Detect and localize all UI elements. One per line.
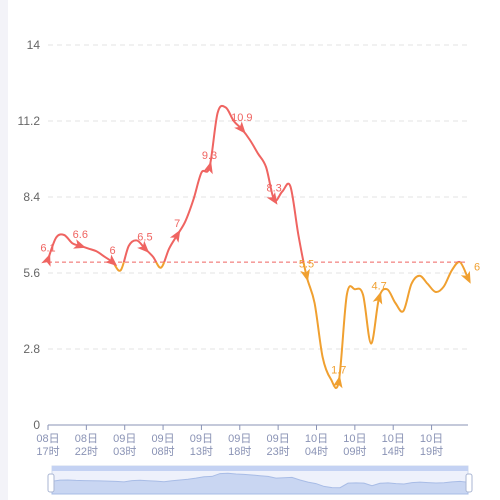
x-tick-label: 18时	[228, 445, 251, 458]
data-point-arrow	[266, 191, 278, 205]
x-tick-label: 10日	[305, 433, 328, 445]
x-tick-label: 09日	[228, 433, 251, 445]
x-tick-label: 14时	[382, 445, 405, 458]
zoom-selected-bar[interactable]	[52, 466, 468, 471]
zoom-slider[interactable]	[47, 465, 473, 495]
x-tick-label: 09日	[151, 433, 174, 445]
x-tick-label: 09日	[267, 433, 290, 445]
x-tick-label: 23时	[267, 445, 290, 458]
data-point-arrow	[372, 291, 383, 305]
data-label: 6	[474, 261, 480, 273]
data-point-arrow	[41, 253, 51, 267]
data-point-arrow	[460, 270, 471, 284]
data-label: 6.1	[40, 242, 55, 254]
grid-lines	[48, 44, 468, 350]
series-line-below	[111, 262, 469, 389]
data-label: 4.7	[372, 280, 387, 292]
x-tick-label: 19时	[420, 445, 443, 458]
series-line	[47, 104, 469, 389]
data-label: 6.6	[73, 229, 88, 241]
x-tick-label: 13时	[190, 445, 213, 458]
x-axis: 08日17时08日22时09日03时09日08时09日13时09日18时09日2…	[36, 424, 468, 458]
data-label: 9.3	[202, 150, 217, 162]
data-point-arrow	[104, 254, 118, 267]
data-label: 5.5	[299, 259, 314, 271]
data-labels: 6.1 6.6 6 6.5 7 9.3 10.9 8.3 5.5 1.7 4.7 6	[40, 112, 480, 389]
data-point-arrow	[234, 121, 246, 134]
series-line-above	[47, 104, 462, 263]
x-tick-label: 09日	[190, 433, 213, 445]
data-point-arrow	[203, 161, 213, 175]
x-tick-label: 04时	[305, 445, 328, 458]
data-label: 1.7	[331, 365, 346, 377]
y-tick-label: 11.2	[18, 114, 41, 128]
data-point-arrow	[73, 239, 86, 249]
zoom-handle-left[interactable]	[47, 473, 55, 493]
data-point-arrow	[169, 229, 181, 243]
x-tick-label: 10日	[382, 433, 405, 445]
x-tick-label: 10日	[343, 433, 366, 445]
data-point-arrow	[332, 375, 343, 389]
x-tick-label: 03时	[113, 445, 136, 458]
y-tick-label: 14	[27, 38, 41, 52]
zoom-handle-right[interactable]	[465, 473, 473, 493]
x-tick-label: 09时	[343, 445, 366, 458]
x-tick-label: 09日	[113, 433, 136, 445]
y-tick-label: 8.4	[23, 190, 40, 204]
data-point-arrow	[137, 240, 150, 253]
x-tick-label: 08时	[151, 445, 174, 458]
zoom-mini-area	[51, 472, 469, 495]
x-tick-label: 22时	[75, 445, 98, 458]
x-tick-label: 10日	[420, 433, 443, 445]
left-strip	[0, 0, 8, 500]
x-tick-label: 17时	[36, 445, 59, 458]
data-label: 8.3	[267, 183, 282, 195]
data-label: 6	[110, 245, 116, 257]
data-label: 10.9	[231, 112, 252, 124]
y-tick-label: 2.8	[23, 342, 40, 356]
y-tick-label: 5.6	[23, 266, 40, 280]
data-label: 7	[174, 218, 180, 230]
x-tick-label: 08日	[36, 433, 59, 445]
y-axis: 0 2.8 5.6 8.4 11.2 14	[18, 38, 41, 432]
x-tick-label: 08日	[75, 433, 98, 445]
data-label: 6.5	[137, 232, 152, 244]
data-point-arrow	[300, 268, 310, 282]
y-tick-label: 0	[33, 418, 40, 432]
